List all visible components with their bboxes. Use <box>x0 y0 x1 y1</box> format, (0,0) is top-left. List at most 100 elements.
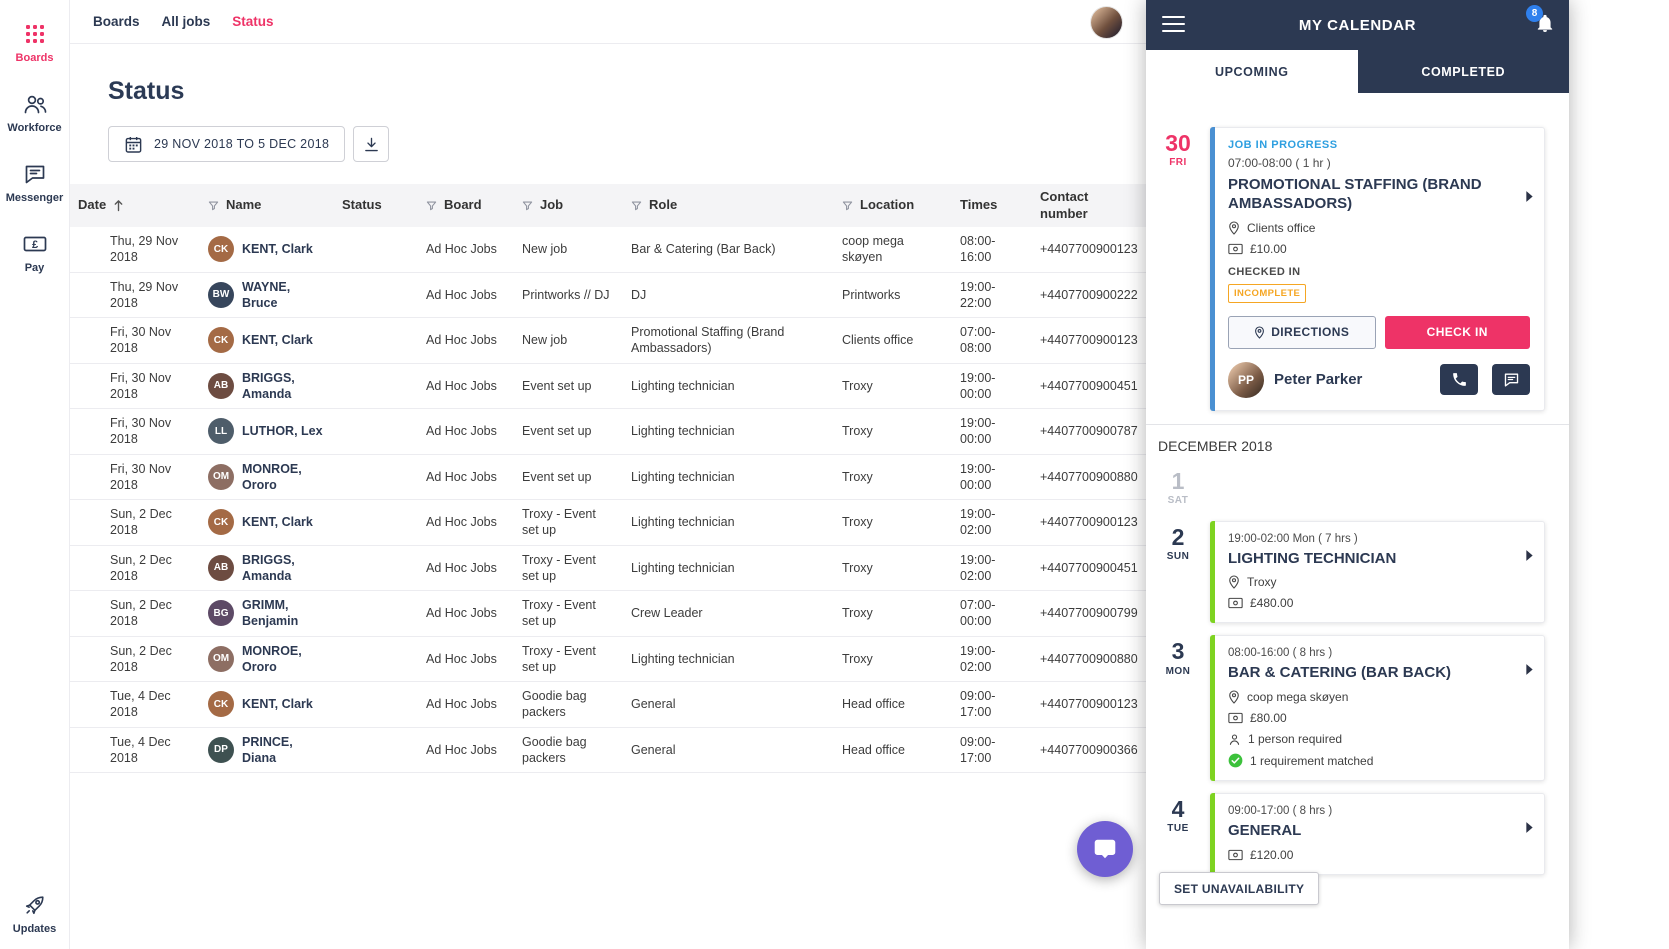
cell-contact: +4407700900880 <box>1032 454 1146 500</box>
cell-times: 08:00-16:00 <box>952 227 1032 273</box>
job-pay-row: £480.00 <box>1228 596 1530 610</box>
cell-date: Tue, 4 Dec 2018 <box>70 727 200 773</box>
cell-date: Fri, 30 Nov 2018 <box>70 454 200 500</box>
day-number: 1 <box>1171 467 1185 494</box>
job-card-lighting-technician[interactable]: 19:00-02:00 Mon ( 7 hrs ) LIGHTING TECHN… <box>1210 520 1545 624</box>
cell-name: CK KENT, Clark <box>200 227 334 273</box>
people-icon <box>22 92 48 116</box>
cell-job: Event set up <box>514 454 623 500</box>
cell-status <box>334 499 418 546</box>
day-label: 1 SAT <box>1146 465 1210 506</box>
day-label: 3 MON <box>1146 635 1210 676</box>
table-row[interactable]: Sun, 2 Dec 2018 AB BRIGGS, Amanda Ad Hoc… <box>70 545 1146 591</box>
row-avatar: BG <box>208 600 234 627</box>
filter-icon[interactable] <box>426 200 437 211</box>
chevron-right-icon[interactable] <box>1525 821 1534 834</box>
check-in-button[interactable]: CHECK IN <box>1384 315 1530 349</box>
cell-times: 07:00-00:00 <box>952 590 1032 637</box>
job-title: PROMOTIONAL STAFFING (BRAND AMBASSADORS) <box>1228 176 1482 212</box>
check-circle-icon <box>1228 753 1243 768</box>
day-label: 4 TUE <box>1146 793 1210 834</box>
sidebar-item-boards[interactable]: Boards <box>0 8 69 78</box>
chevron-right-icon[interactable] <box>1525 190 1534 203</box>
directions-button[interactable]: DIRECTIONS <box>1228 315 1376 349</box>
person-name: KENT, Clark <box>242 333 313 348</box>
cell-board: Ad Hoc Jobs <box>418 317 514 364</box>
table-row[interactable]: Fri, 30 Nov 2018 LL LUTHOR, Lex Ad Hoc J… <box>70 408 1146 455</box>
table-row[interactable]: Fri, 30 Nov 2018 CK KENT, Clark Ad Hoc J… <box>70 317 1146 364</box>
job-time: 19:00-02:00 Mon ( 7 hrs ) <box>1228 532 1358 545</box>
download-button[interactable] <box>353 126 390 162</box>
date-range-picker[interactable]: 29 NOV 2018 TO 5 DEC 2018 <box>108 126 346 162</box>
cell-name: BG GRIMM, Benjamin <box>200 590 334 637</box>
sidebar-item-workforce[interactable]: Workforce <box>0 78 69 148</box>
intercom-launcher-button[interactable] <box>1077 821 1133 877</box>
my-calendar-panel: MY CALENDAR 8 UPCOMING COMPLETED 30 FRI … <box>1146 0 1569 949</box>
menu-icon[interactable] <box>1162 16 1185 37</box>
row-avatar: AB <box>208 372 234 399</box>
filter-icon[interactable] <box>842 200 853 211</box>
job-card-general[interactable]: 09:00-17:00 ( 8 hrs ) GENERAL £120.00 <box>1210 793 1545 875</box>
incomplete-badge: INCOMPLETE <box>1228 283 1307 303</box>
tab-upcoming[interactable]: UPCOMING <box>1146 50 1358 93</box>
table-row[interactable]: Sun, 2 Dec 2018 OM MONROE, Ororo Ad Hoc … <box>70 636 1146 682</box>
cell-name: CK KENT, Clark <box>200 317 334 364</box>
cell-times: 19:00-00:00 <box>952 363 1032 409</box>
column-header-job: Job <box>540 197 564 213</box>
nav-link-status[interactable]: Status <box>232 14 274 29</box>
cell-date: Sun, 2 Dec 2018 <box>70 636 200 682</box>
cell-times: 19:00-00:00 <box>952 454 1032 500</box>
cell-contact: +4407700900366 <box>1032 727 1146 773</box>
person-name: MONROE, Ororo <box>242 643 302 674</box>
filter-icon[interactable] <box>631 200 642 211</box>
money-icon <box>1228 597 1243 609</box>
job-required-row: 1 person required <box>1228 732 1530 746</box>
sort-asc-icon[interactable] <box>113 199 124 212</box>
job-card-in-progress[interactable]: JOB IN PROGRESS 07:00-08:00 ( 1 hr ) PRO… <box>1210 127 1545 411</box>
cell-contact: +4407700900787 <box>1032 408 1146 455</box>
cell-location: coop mega skøyen <box>834 227 952 273</box>
chevron-right-icon[interactable] <box>1525 549 1534 562</box>
nav-link-boards[interactable]: Boards <box>93 14 140 29</box>
nav-link-all-jobs[interactable]: All jobs <box>161 14 211 29</box>
filter-icon[interactable] <box>522 200 533 211</box>
job-card-bar-catering[interactable]: 08:00-16:00 ( 8 hrs ) BAR & CATERING (BA… <box>1210 635 1545 781</box>
cell-contact: +4407700900123 <box>1032 499 1146 546</box>
phone-icon <box>1451 371 1468 388</box>
cell-date: Fri, 30 Nov 2018 <box>70 408 200 455</box>
set-unavailability-button[interactable]: SET UNAVAILABILITY <box>1159 872 1320 905</box>
cell-job: Troxy - Event set up <box>514 590 623 637</box>
user-avatar[interactable] <box>1091 7 1122 38</box>
day-number: 3 <box>1171 638 1185 665</box>
cell-status <box>334 681 418 728</box>
sidebar-item-updates[interactable]: Updates <box>0 879 69 949</box>
cell-name: OM MONROE, Ororo <box>200 454 334 500</box>
cell-location: Troxy <box>834 499 952 546</box>
cell-board: Ad Hoc Jobs <box>418 681 514 728</box>
table-row[interactable]: Fri, 30 Nov 2018 AB BRIGGS, Amanda Ad Ho… <box>70 363 1146 409</box>
cell-job: Troxy - Event set up <box>514 499 623 546</box>
table-row[interactable]: Sun, 2 Dec 2018 CK KENT, Clark Ad Hoc Jo… <box>70 499 1146 546</box>
cell-location: Clients office <box>834 317 952 364</box>
table-row[interactable]: Fri, 30 Nov 2018 OM MONROE, Ororo Ad Hoc… <box>70 454 1146 500</box>
bell-icon[interactable] <box>1535 13 1555 34</box>
table-row[interactable]: Tue, 4 Dec 2018 DP PRINCE, Diana Ad Hoc … <box>70 727 1146 773</box>
message-button[interactable] <box>1492 364 1530 395</box>
cell-status <box>334 636 418 682</box>
table-row[interactable]: Tue, 4 Dec 2018 CK KENT, Clark Ad Hoc Jo… <box>70 681 1146 728</box>
table-row[interactable]: Thu, 29 Nov 2018 BW WAYNE, Bruce Ad Hoc … <box>70 272 1146 318</box>
cell-date: Thu, 29 Nov 2018 <box>70 227 200 273</box>
filter-icon[interactable] <box>208 200 219 211</box>
person-name: BRIGGS, Amanda <box>242 370 295 401</box>
cell-contact: +4407700900222 <box>1032 272 1146 318</box>
table-row[interactable]: Sun, 2 Dec 2018 BG GRIMM, Benjamin Ad Ho… <box>70 590 1146 637</box>
calendar-icon <box>124 135 143 154</box>
table-row[interactable]: Thu, 29 Nov 2018 CK KENT, Clark Ad Hoc J… <box>70 227 1146 273</box>
chevron-right-icon[interactable] <box>1525 663 1534 676</box>
row-avatar: CK <box>208 509 234 536</box>
tab-completed[interactable]: COMPLETED <box>1357 50 1569 93</box>
sidebar-item-pay[interactable]: £ Pay <box>0 218 69 288</box>
sidebar-item-messenger[interactable]: Messenger <box>0 148 69 218</box>
download-icon <box>363 136 380 153</box>
call-button[interactable] <box>1440 364 1478 395</box>
